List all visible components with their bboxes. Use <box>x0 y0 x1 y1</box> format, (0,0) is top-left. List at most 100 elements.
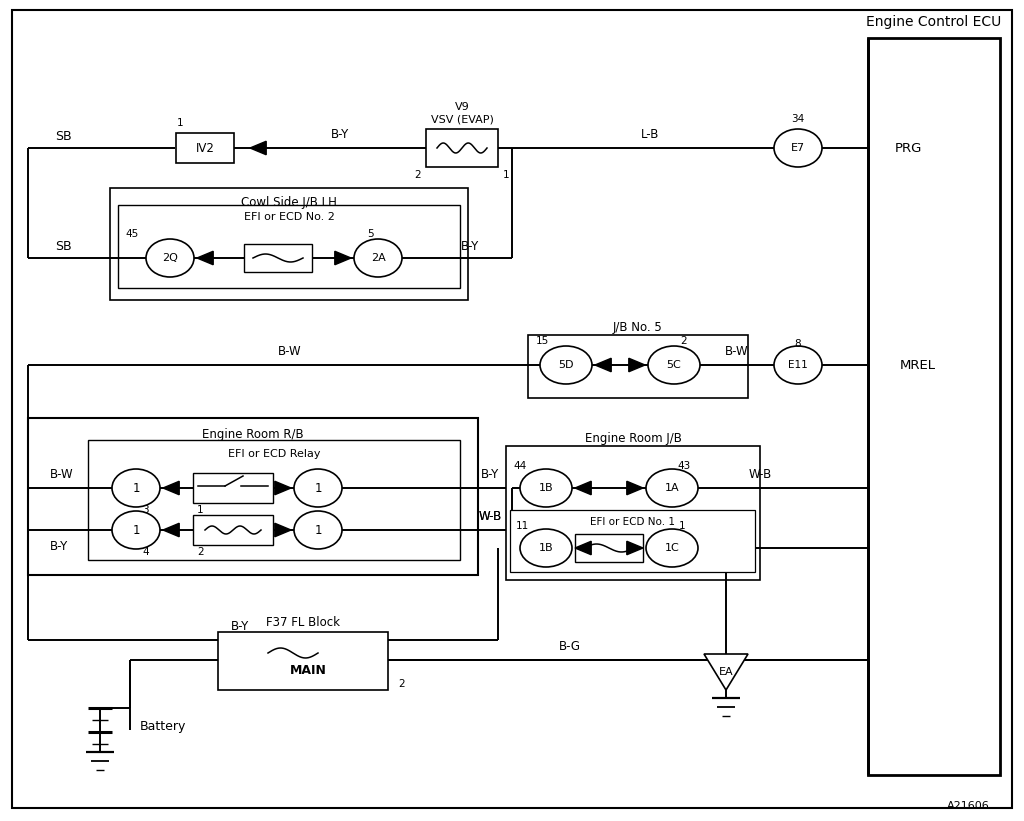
Text: MREL: MREL <box>900 359 936 371</box>
Bar <box>575 534 643 562</box>
Text: 1: 1 <box>132 524 139 536</box>
Ellipse shape <box>112 511 160 549</box>
Bar <box>88 440 460 560</box>
Polygon shape <box>163 523 179 537</box>
Polygon shape <box>595 358 611 372</box>
Ellipse shape <box>646 469 698 507</box>
Text: 2Q: 2Q <box>162 253 178 263</box>
Bar <box>510 510 755 572</box>
Text: Cowl Side J/B LH: Cowl Side J/B LH <box>241 195 337 209</box>
Text: 1: 1 <box>679 521 685 531</box>
Polygon shape <box>575 481 591 495</box>
Text: 15: 15 <box>536 336 549 346</box>
Text: B-W: B-W <box>725 345 749 357</box>
Text: 5D: 5D <box>558 360 573 370</box>
Bar <box>193 515 273 545</box>
Ellipse shape <box>774 129 822 167</box>
Polygon shape <box>197 251 213 264</box>
Text: PRG: PRG <box>894 141 922 154</box>
Text: 1B: 1B <box>539 483 553 493</box>
Text: Engine Control ECU: Engine Control ECU <box>866 15 1001 29</box>
Ellipse shape <box>540 346 592 384</box>
Text: SB: SB <box>55 130 72 143</box>
Ellipse shape <box>354 239 402 277</box>
Text: 11: 11 <box>515 521 528 531</box>
Bar <box>118 205 460 288</box>
Bar <box>506 446 760 580</box>
Text: 5C: 5C <box>667 360 681 370</box>
Text: 2: 2 <box>681 336 687 346</box>
Text: L-B: L-B <box>641 127 659 140</box>
Text: A21606: A21606 <box>947 801 990 811</box>
Text: W-B: W-B <box>478 510 502 522</box>
Text: Battery: Battery <box>140 719 186 732</box>
Text: 1: 1 <box>314 524 322 536</box>
Ellipse shape <box>648 346 700 384</box>
Text: 44: 44 <box>513 461 526 471</box>
Polygon shape <box>575 541 591 555</box>
Bar <box>176 133 234 163</box>
Text: Engine Room J/B: Engine Room J/B <box>585 432 681 444</box>
Bar <box>528 335 748 398</box>
Bar <box>28 418 478 575</box>
Text: 45: 45 <box>125 229 138 239</box>
Polygon shape <box>335 251 351 264</box>
Ellipse shape <box>520 529 572 567</box>
Text: Engine Room R/B: Engine Room R/B <box>202 428 304 441</box>
Bar <box>218 632 388 690</box>
Text: IV2: IV2 <box>196 141 214 154</box>
Text: 1: 1 <box>197 505 204 515</box>
Text: B-G: B-G <box>559 640 581 653</box>
Text: VSV (EVAP): VSV (EVAP) <box>430 114 494 124</box>
Text: 1: 1 <box>503 170 509 180</box>
Polygon shape <box>250 141 266 154</box>
Polygon shape <box>627 481 643 495</box>
Text: 1: 1 <box>177 118 183 128</box>
Bar <box>244 244 312 272</box>
Bar <box>426 129 498 167</box>
Text: 1B: 1B <box>539 543 553 553</box>
Text: F37 FL Block: F37 FL Block <box>266 616 340 629</box>
Ellipse shape <box>112 469 160 507</box>
Bar <box>193 473 273 503</box>
Text: V9: V9 <box>455 102 469 112</box>
Text: 2: 2 <box>415 170 421 180</box>
Polygon shape <box>705 654 748 690</box>
Text: B-Y: B-Y <box>461 240 479 253</box>
Ellipse shape <box>520 469 572 507</box>
Text: EFI or ECD Relay: EFI or ECD Relay <box>227 449 321 459</box>
Ellipse shape <box>774 346 822 384</box>
Bar <box>868 38 1000 775</box>
Text: E7: E7 <box>791 143 805 153</box>
Text: 1A: 1A <box>665 483 679 493</box>
Text: MAIN: MAIN <box>290 664 327 677</box>
Text: 1: 1 <box>314 481 322 494</box>
Text: 3: 3 <box>142 505 148 515</box>
Text: B-W: B-W <box>50 467 74 480</box>
Polygon shape <box>274 523 291 537</box>
Text: 43: 43 <box>677 461 690 471</box>
Polygon shape <box>627 541 643 555</box>
Text: SB: SB <box>55 240 72 253</box>
Text: B-Y: B-Y <box>230 620 249 632</box>
Ellipse shape <box>294 511 342 549</box>
Text: B-W: B-W <box>279 345 302 357</box>
Text: 2A: 2A <box>371 253 385 263</box>
Text: W-B: W-B <box>478 510 502 522</box>
Polygon shape <box>163 481 179 495</box>
Text: 5: 5 <box>367 229 374 239</box>
Text: 1: 1 <box>132 481 139 494</box>
Text: 34: 34 <box>792 114 805 124</box>
Ellipse shape <box>294 469 342 507</box>
Text: 2: 2 <box>398 679 404 689</box>
Ellipse shape <box>146 239 194 277</box>
Text: W-B: W-B <box>749 467 772 480</box>
Text: B-Y: B-Y <box>50 539 69 553</box>
Text: 4: 4 <box>142 547 148 557</box>
Polygon shape <box>274 481 291 495</box>
Text: B-Y: B-Y <box>331 127 349 140</box>
Text: 1C: 1C <box>665 543 679 553</box>
Text: EFI or ECD No. 2: EFI or ECD No. 2 <box>244 212 335 222</box>
Text: EFI or ECD No. 1: EFI or ECD No. 1 <box>590 517 675 527</box>
Text: EA: EA <box>719 667 733 677</box>
